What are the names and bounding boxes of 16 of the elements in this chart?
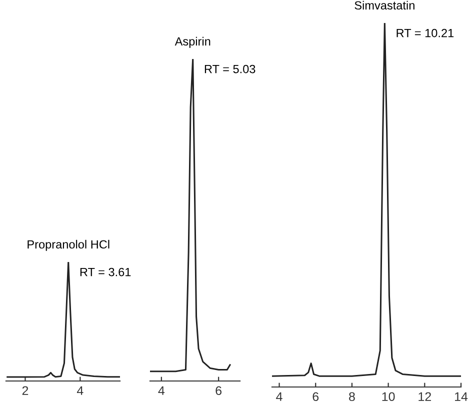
text: Aspirin — [174, 36, 210, 48]
x-tick-label: 4 — [76, 386, 84, 395]
annotation: RT = 3.61 — [80, 268, 131, 276]
x-tick-label: 2 — [22, 386, 28, 395]
x-tick-label: 4 — [158, 386, 165, 395]
annotation: RT = 5.03 — [204, 64, 256, 74]
x-tick-label: 6 — [312, 392, 319, 402]
text: Simvastatin — [354, 0, 414, 10]
x-tick-label: 4 — [276, 392, 282, 401]
text: Propranolol HCl — [28, 240, 110, 251]
x-tick-label: 12 — [418, 392, 431, 401]
x-tick-label: 6 — [216, 386, 222, 396]
x-tick-label: 8 — [349, 392, 355, 402]
x-tick-label: 10 — [382, 392, 395, 402]
annotation: RT = 10.21 — [396, 28, 454, 38]
x-tick-label: 14 — [455, 392, 468, 401]
